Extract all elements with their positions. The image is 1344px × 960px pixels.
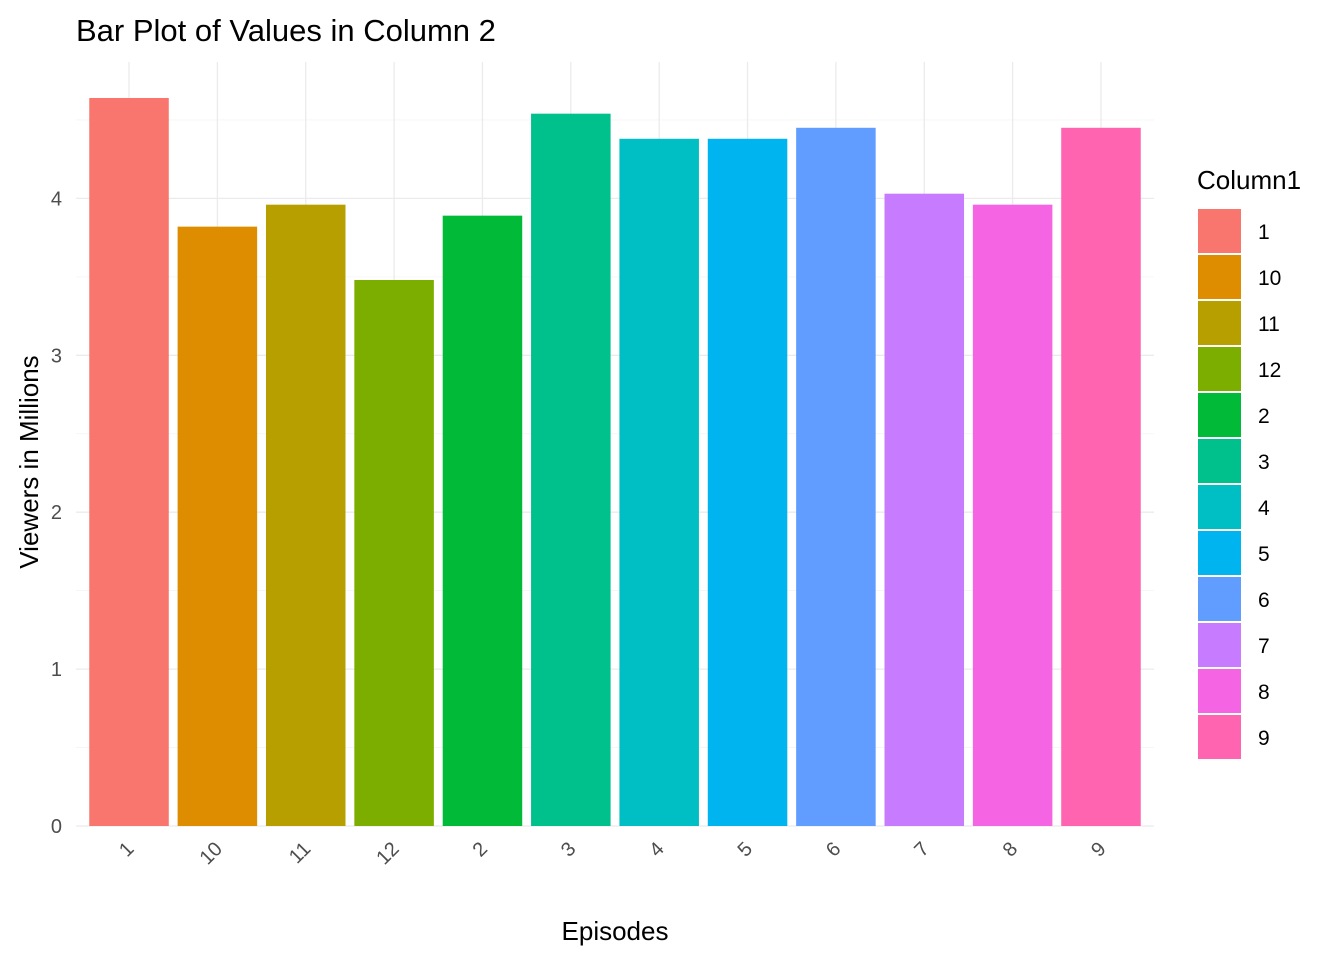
x-tick-label: 8 — [999, 838, 1022, 861]
bar-11 — [265, 204, 346, 826]
legend-label: 11 — [1258, 313, 1280, 336]
x-tick-label: 10 — [196, 838, 227, 869]
legend-key-2 — [1198, 393, 1241, 437]
legend-label: 8 — [1258, 681, 1270, 704]
bar-10 — [177, 226, 258, 827]
chart-title: Bar Plot of Values in Column 2 — [76, 13, 496, 48]
bar-7 — [884, 193, 965, 826]
legend-label: 6 — [1258, 589, 1270, 612]
x-tick-label: 6 — [822, 838, 845, 861]
x-tick-label: 7 — [910, 838, 933, 861]
x-tick-label: 5 — [734, 838, 757, 861]
y-tick-label: 4 — [51, 188, 62, 210]
x-tick-label: 4 — [645, 838, 668, 861]
y-tick-label: 1 — [51, 659, 62, 681]
y-axis-ticks: 0 1 2 3 4 — [51, 188, 62, 838]
x-tick-label: 12 — [372, 838, 403, 869]
legend-key-1 — [1198, 209, 1241, 253]
legend-label: 12 — [1258, 359, 1281, 382]
bar-6 — [796, 127, 876, 827]
legend-items: 1 10 11 12 2 3 4 5 6 7 8 9 — [1198, 209, 1281, 759]
legend-key-5 — [1198, 531, 1241, 575]
legend-label: 5 — [1258, 543, 1270, 566]
bars — [89, 97, 1141, 827]
legend-label: 1 — [1258, 221, 1270, 244]
legend-label: 2 — [1258, 405, 1270, 428]
legend-key-11 — [1198, 301, 1241, 345]
bar-2 — [442, 215, 523, 826]
legend-key-3 — [1198, 439, 1241, 483]
y-tick-label: 0 — [51, 816, 62, 838]
x-tick-label: 9 — [1087, 838, 1110, 861]
legend-label: 10 — [1258, 267, 1281, 290]
x-axis-title: Episodes — [562, 916, 669, 946]
legend-key-8 — [1198, 669, 1241, 713]
bar-9 — [1061, 127, 1141, 827]
x-tick-label: 1 — [115, 838, 138, 861]
bar-4 — [619, 138, 699, 826]
legend-label: 4 — [1258, 497, 1270, 520]
legend-key-12 — [1198, 347, 1241, 391]
bar-8 — [972, 204, 1053, 826]
y-axis-title: Viewers in Millions — [14, 355, 44, 568]
legend-label: 3 — [1258, 451, 1270, 474]
bar-12 — [354, 279, 434, 826]
legend-key-9 — [1198, 715, 1241, 759]
bar-3 — [531, 113, 611, 826]
x-tick-label: 11 — [285, 838, 315, 868]
legend: Column1 1 10 11 12 2 3 4 5 6 7 8 9 — [1197, 165, 1301, 759]
legend-key-4 — [1198, 485, 1241, 529]
x-tick-label: 2 — [469, 838, 492, 861]
x-tick-label: 3 — [557, 838, 580, 861]
legend-key-7 — [1198, 623, 1241, 667]
y-tick-label: 3 — [51, 345, 62, 367]
y-tick-label: 2 — [51, 502, 62, 524]
bar-1 — [89, 97, 169, 826]
legend-title: Column1 — [1197, 165, 1301, 195]
legend-label: 7 — [1258, 635, 1270, 658]
x-axis-ticks: 1 10 11 12 2 3 4 5 6 7 8 9 — [115, 838, 1110, 869]
bar-5 — [707, 138, 788, 826]
legend-label: 9 — [1258, 727, 1270, 750]
legend-key-6 — [1198, 577, 1241, 621]
legend-key-10 — [1198, 255, 1241, 299]
